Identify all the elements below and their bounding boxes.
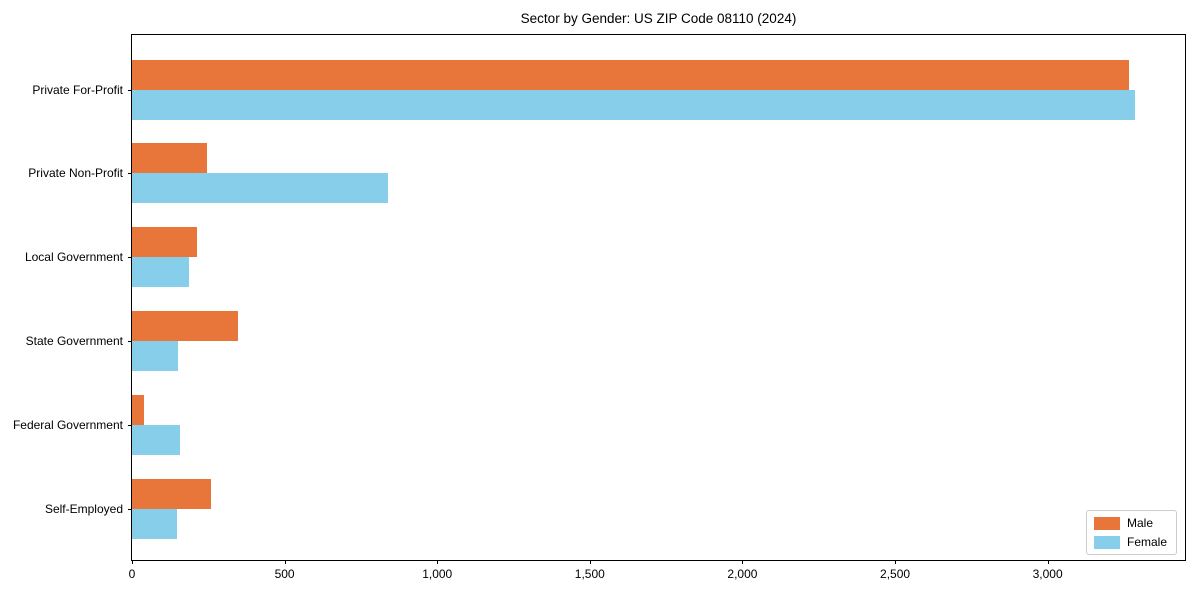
x-tick-label: 2,500 (880, 567, 911, 581)
bar-male-federal-government (132, 395, 144, 426)
bar-female-local-government (132, 257, 189, 288)
x-tick-label: 0 (128, 567, 136, 581)
bar-female-state-government (132, 341, 178, 372)
plot-area: Private For-Profit Private Non-Profit Loca… (13, 34, 1186, 581)
x-tick-label: 2,000 (727, 567, 758, 581)
bar-male-private-for-profit (132, 59, 1130, 90)
category-label-private-non-profit: Private Non-Profit (28, 166, 123, 181)
y-tick-mark (128, 509, 132, 510)
y-tick-mark (128, 89, 132, 91)
x-tick-mark (1047, 560, 1049, 564)
x-tick-mark (132, 560, 133, 564)
bar-female-private-for-profit (132, 89, 1135, 120)
category-label-local-government: Local Government (24, 250, 123, 265)
y-tick-mark (128, 341, 132, 343)
chart-title: Sector by Gender: US ZIP Code 08110 (202… (520, 11, 797, 26)
x-tick-label: 500 (274, 567, 295, 581)
legend-swatch-female (1093, 535, 1120, 549)
x-tick-label: 3,000 (1032, 567, 1063, 581)
x-tick-label: 1,000 (422, 567, 453, 581)
legend-swatch-male (1093, 516, 1120, 530)
x-tick-mark (742, 560, 744, 564)
bar-male-self-employed (132, 479, 211, 509)
legend-label-female: Female (1126, 535, 1167, 549)
y-tick-mark (128, 425, 132, 427)
bar-male-state-government (132, 311, 238, 342)
category-label-state-government: State Government (25, 334, 123, 349)
legend-label-male: Male (1126, 516, 1153, 530)
bar-male-local-government (132, 227, 197, 258)
y-tick-mark (128, 173, 132, 175)
category-label-federal-government: Federal Government (12, 418, 123, 433)
x-tick-mark (589, 560, 591, 564)
bar-female-federal-government (132, 425, 180, 456)
x-tick-mark (284, 560, 286, 564)
legend: Male Female (1085, 510, 1177, 555)
bar-male-private-non-profit (132, 143, 207, 174)
legend-item-male: Male (1093, 516, 1167, 530)
bar-female-private-non-profit (132, 173, 388, 204)
x-tick-mark (895, 560, 897, 564)
y-tick-mark (128, 257, 132, 259)
category-label-private-for-profit: Private For-Profit (32, 82, 123, 97)
x-tick-label: 1,500 (574, 567, 605, 581)
x-tick-mark (437, 560, 439, 564)
legend-item-female: Female (1093, 535, 1167, 549)
category-label-self-employed: Self-Employed (44, 502, 123, 516)
bar-female-self-employed (132, 509, 177, 539)
